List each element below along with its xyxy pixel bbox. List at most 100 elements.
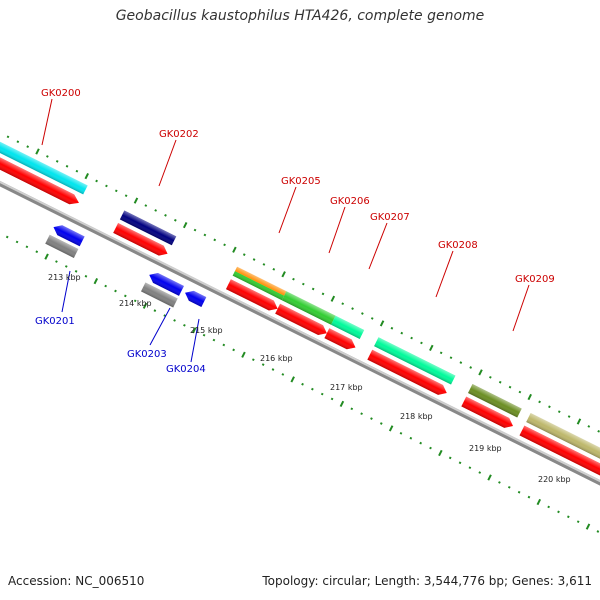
ruler-minor-tick — [478, 471, 482, 474]
ruler-minor-tick — [281, 373, 285, 376]
kbp-label-219: 219 kbp — [469, 444, 502, 453]
ruler-minor-tick — [164, 214, 167, 217]
ruler-major-tick — [429, 344, 434, 352]
cds-gk0204[interactable] — [183, 288, 207, 307]
gene-gk0203-grey[interactable] — [140, 282, 178, 308]
ruler-minor-tick — [370, 317, 374, 320]
cds-gk0201[interactable] — [51, 222, 85, 247]
cds-gk0200[interactable] — [0, 148, 81, 208]
cds-gk0208[interactable] — [367, 349, 449, 398]
gene-gk0202[interactable] — [119, 210, 177, 246]
ruler-minor-tick — [261, 363, 265, 366]
ruler-minor-tick — [399, 431, 403, 435]
ruler-minor-tick — [292, 277, 295, 281]
gene-gk0201-grey[interactable] — [45, 234, 79, 258]
ruler-minor-tick — [5, 235, 9, 239]
cds-gk0207[interactable] — [324, 328, 358, 352]
cds-gk0202[interactable] — [113, 223, 170, 259]
ruler-minor-tick — [74, 270, 78, 273]
ruler-minor-tick — [567, 515, 570, 519]
ruler-minor-tick — [567, 415, 571, 418]
ruler-minor-tick — [26, 145, 30, 148]
ruler-minor-tick — [557, 410, 561, 414]
ruler-major-tick — [330, 295, 336, 302]
ruler-major-tick — [438, 449, 443, 457]
ruler-major-tick — [142, 302, 148, 309]
ruler-major-tick — [339, 400, 345, 408]
inner-ruler — [5, 235, 600, 533]
gene-gk0208[interactable] — [374, 337, 456, 385]
ruler-minor-tick — [548, 405, 551, 409]
ruler-minor-tick — [251, 358, 255, 362]
ruler-minor-tick — [527, 495, 531, 499]
ruler-minor-tick — [420, 341, 423, 345]
ruler-minor-tick — [390, 326, 394, 330]
ruler-major-tick — [93, 278, 99, 285]
label-leaders — [41, 98, 530, 363]
topology-text: Topology: circular; Length: 3,544,776 bp… — [262, 574, 592, 588]
ruler-minor-tick — [25, 245, 29, 249]
ruler-major-tick — [192, 327, 197, 334]
ruler-minor-tick — [173, 319, 176, 322]
gene-gk0205[interactable] — [232, 266, 287, 301]
ruler-minor-tick — [557, 510, 560, 514]
label-gk0206: GK0206 — [330, 196, 370, 207]
ruler-minor-tick — [498, 380, 502, 384]
ruler-minor-tick — [203, 233, 207, 237]
cds-gk0205[interactable] — [225, 279, 280, 313]
ruler-minor-tick — [183, 324, 186, 327]
ruler-minor-tick — [65, 164, 69, 168]
ruler-minor-tick — [16, 140, 20, 144]
ruler-major-tick — [182, 222, 188, 229]
ruler-minor-tick — [15, 240, 19, 244]
label-gk0202: GK0202 — [159, 129, 199, 140]
ruler-minor-tick — [272, 268, 276, 271]
label-gk0203: GK0203 — [127, 349, 167, 360]
cds-gk0203[interactable] — [147, 270, 184, 296]
cds-gk0206[interactable] — [275, 303, 329, 338]
ruler-minor-tick — [193, 228, 197, 232]
ruler-minor-tick — [174, 218, 177, 222]
gene-gk0200[interactable] — [0, 136, 88, 195]
accession-text: Accession: NC_006510 — [8, 574, 145, 588]
cds-gk0209[interactable] — [461, 396, 515, 431]
gene-gk0209[interactable] — [468, 384, 522, 418]
ruler-major-tick — [576, 418, 582, 425]
ruler-minor-tick — [508, 385, 512, 389]
ruler-minor-tick — [439, 351, 443, 355]
ruler-minor-tick — [498, 481, 501, 484]
ruler-minor-tick — [370, 417, 373, 420]
cds-gk0210[interactable] — [519, 425, 600, 490]
ruler-minor-tick — [252, 258, 256, 261]
ruler-minor-tick — [271, 368, 275, 371]
ruler-major-tick — [35, 148, 40, 155]
ruler-minor-tick — [55, 260, 58, 263]
ruler-minor-tick — [301, 382, 304, 386]
ruler-minor-tick — [409, 436, 413, 440]
ruler-major-tick — [388, 425, 394, 432]
ruler-minor-tick — [419, 441, 423, 445]
ruler-major-tick — [478, 369, 483, 376]
ruler-minor-tick — [114, 289, 117, 293]
ruler-minor-tick — [212, 338, 216, 342]
ruler-major-tick — [487, 474, 492, 481]
gene-gk0206[interactable] — [281, 291, 336, 325]
label-gk0209: GK0209 — [515, 274, 555, 285]
ruler-minor-tick — [55, 160, 59, 163]
ruler-major-tick — [133, 197, 139, 204]
ruler-minor-tick — [84, 274, 88, 278]
ruler-minor-tick — [114, 189, 118, 193]
ruler-minor-tick — [64, 265, 68, 268]
label-gk0201: GK0201 — [35, 316, 75, 327]
ruler-minor-tick — [311, 387, 314, 391]
gene-gk0207[interactable] — [331, 315, 365, 340]
label-gk0208: GK0208 — [438, 240, 478, 251]
ruler-major-tick — [44, 253, 49, 260]
gene-gk0210[interactable] — [526, 413, 600, 467]
ruler-minor-tick — [361, 312, 364, 315]
outer-ruler — [6, 135, 600, 433]
ruler-major-tick — [241, 351, 246, 358]
ruler-minor-tick — [517, 490, 521, 494]
label-gk0200: GK0200 — [41, 88, 81, 99]
